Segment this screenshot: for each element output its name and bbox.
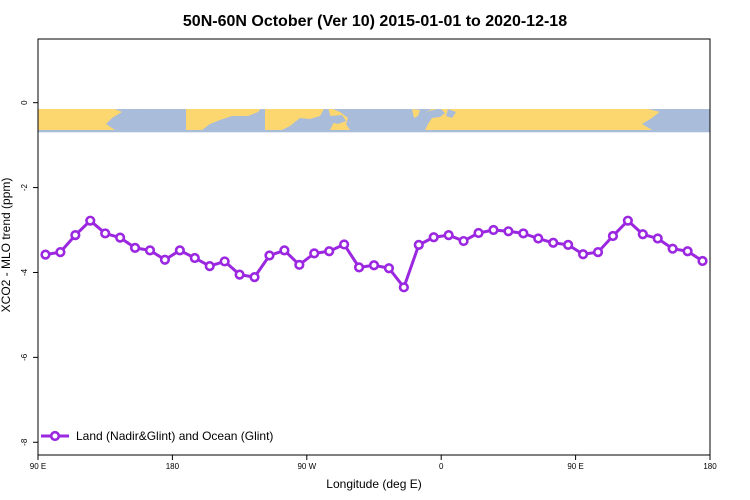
data-point	[607, 230, 619, 242]
data-point	[368, 260, 380, 271]
x-tick-label: 0	[439, 462, 444, 471]
data-point	[383, 263, 395, 274]
x-axis: 90 E 180 90 W 0 90 E 180	[30, 455, 717, 471]
data-point	[339, 239, 350, 250]
data-point	[129, 242, 141, 253]
data-point	[159, 254, 171, 265]
data-point	[279, 245, 290, 256]
data-point	[249, 272, 260, 283]
data-point	[353, 262, 365, 273]
data-point	[637, 229, 648, 240]
land-alaska	[186, 109, 261, 130]
series-group	[40, 215, 708, 293]
land-europe	[425, 109, 508, 130]
data-point	[144, 245, 156, 256]
data-point	[682, 246, 693, 257]
land-britain	[412, 109, 420, 118]
data-point	[100, 228, 111, 239]
data-point	[294, 259, 305, 270]
data-point	[413, 239, 424, 250]
data-point	[443, 230, 454, 241]
map-strip	[38, 109, 710, 133]
y-tick-label: -6	[20, 353, 29, 361]
data-point	[667, 243, 678, 254]
data-point	[533, 233, 544, 244]
data-point	[189, 252, 200, 264]
data-point	[55, 246, 66, 258]
data-point	[115, 232, 126, 243]
y-tick-label: -8	[20, 438, 29, 446]
data-point	[70, 230, 81, 241]
data-point	[488, 224, 499, 236]
map-strip-water	[116, 109, 682, 128]
data-point	[622, 215, 633, 226]
hudson-bay	[330, 115, 346, 124]
data-point	[697, 255, 708, 267]
y-axis: 0 -2 -4 -6 -8	[20, 100, 38, 446]
data-point	[518, 228, 529, 239]
x-tick-label: 180	[166, 462, 180, 471]
data-point	[428, 232, 439, 243]
map-strip-land	[38, 109, 660, 130]
x-tick-label: 90 E	[30, 462, 46, 471]
data-point	[458, 235, 469, 247]
data-point	[503, 226, 514, 237]
data-point	[309, 248, 320, 259]
baltic-sea	[446, 109, 456, 118]
data-point	[577, 249, 589, 260]
x-tick-label: 90 W	[297, 462, 316, 471]
land-canada	[265, 109, 324, 130]
y-tick-label: -2	[20, 183, 29, 191]
data-point	[548, 237, 559, 248]
land-asia	[38, 109, 122, 130]
data-point	[652, 233, 663, 244]
y-tick-label: 0	[20, 100, 29, 105]
data-point	[219, 256, 230, 267]
data-point	[592, 246, 604, 258]
data-point	[85, 215, 96, 226]
chart-title: 50N-60N October (Ver 10) 2015-01-01 to 2…	[183, 13, 567, 30]
data-point	[174, 245, 185, 256]
data-point	[473, 227, 484, 239]
data-point	[234, 269, 245, 280]
okhotsk-sea-east	[652, 109, 682, 128]
data-point	[204, 261, 215, 272]
x-axis-label: Longitude (deg E)	[326, 477, 421, 491]
y-tick-label: -4	[20, 268, 29, 276]
x-tick-label: 90 E	[567, 462, 583, 471]
legend-label: Land (Nadir&Glint) and Ocean (Glint)	[76, 429, 273, 443]
legend: Land (Nadir&Glint) and Ocean (Glint)	[41, 429, 273, 443]
y-axis-label: XCO2 - MLO trend (ppm)	[0, 178, 13, 313]
data-point	[264, 250, 275, 261]
okhotsk-sea	[116, 109, 146, 128]
land-asia-east	[508, 109, 660, 130]
data-point	[398, 282, 409, 293]
series-line	[45, 219, 704, 289]
x-tick-label: 180	[703, 462, 717, 471]
data-point	[40, 249, 51, 260]
legend-marker	[49, 430, 61, 442]
plot-frame	[37, 38, 711, 456]
data-point	[563, 239, 574, 250]
data-point	[324, 246, 335, 257]
